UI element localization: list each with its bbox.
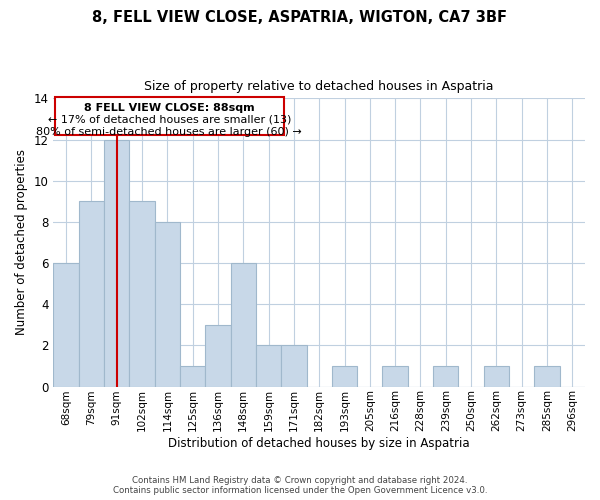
Text: 80% of semi-detached houses are larger (60) →: 80% of semi-detached houses are larger (… [37, 126, 302, 136]
Text: ← 17% of detached houses are smaller (13): ← 17% of detached houses are smaller (13… [47, 115, 291, 125]
Text: Contains HM Land Registry data © Crown copyright and database right 2024.
Contai: Contains HM Land Registry data © Crown c… [113, 476, 487, 495]
Bar [535, 366, 560, 386]
FancyBboxPatch shape [55, 98, 284, 136]
Bar [79, 202, 104, 386]
Bar [180, 366, 205, 386]
Bar [130, 202, 155, 386]
Text: 8, FELL VIEW CLOSE, ASPATRIA, WIGTON, CA7 3BF: 8, FELL VIEW CLOSE, ASPATRIA, WIGTON, CA… [92, 10, 508, 25]
Bar [433, 366, 458, 386]
Bar [332, 366, 357, 386]
Bar [104, 140, 130, 386]
Bar [155, 222, 180, 386]
X-axis label: Distribution of detached houses by size in Aspatria: Distribution of detached houses by size … [169, 437, 470, 450]
Bar [484, 366, 509, 386]
Bar [256, 346, 281, 387]
Text: 8 FELL VIEW CLOSE: 88sqm: 8 FELL VIEW CLOSE: 88sqm [84, 103, 254, 113]
Bar [230, 263, 256, 386]
Bar [53, 263, 79, 386]
Bar [382, 366, 408, 386]
Y-axis label: Number of detached properties: Number of detached properties [15, 150, 28, 336]
Bar [281, 346, 307, 387]
Bar [205, 325, 230, 386]
Title: Size of property relative to detached houses in Aspatria: Size of property relative to detached ho… [145, 80, 494, 93]
